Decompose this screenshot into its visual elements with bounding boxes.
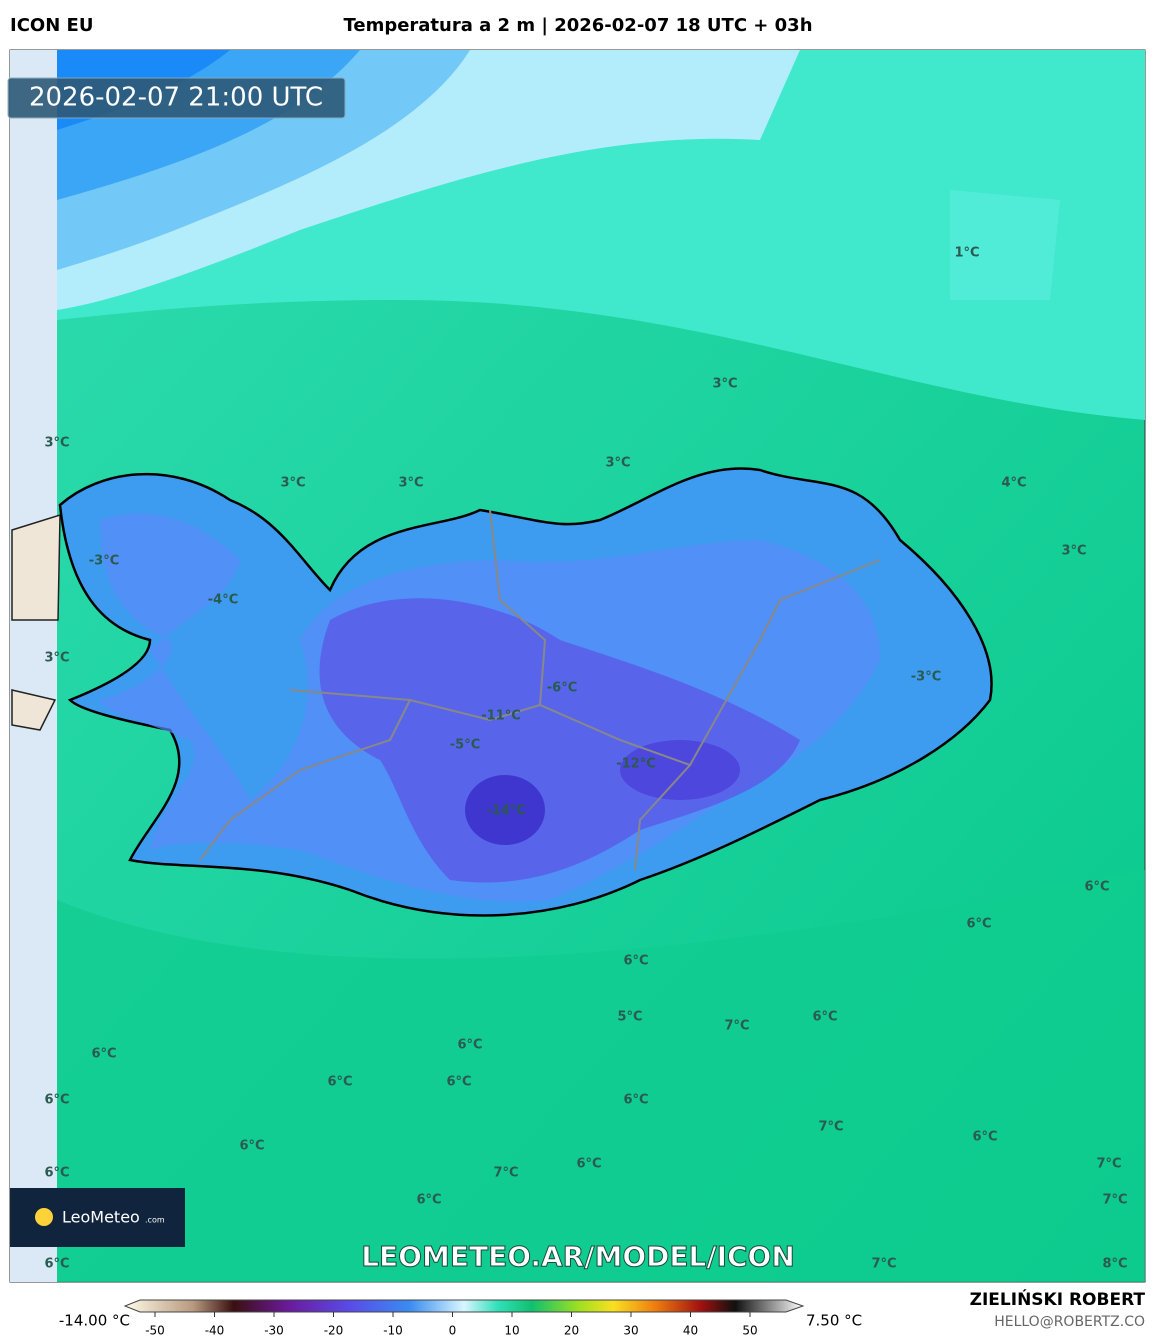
temperature-label: 6°C (44, 1166, 69, 1181)
colorbar-tick-label: -40 (205, 1324, 225, 1338)
colorbar-tick-label: 40 (683, 1324, 698, 1338)
temperature-label: 3°C (712, 377, 737, 392)
colorbar-tick-label: -30 (264, 1324, 284, 1338)
temperature-label: 3°C (280, 476, 305, 491)
temperature-label: 6°C (416, 1193, 441, 1208)
author: ZIELIŃSKI ROBERT (970, 1288, 1146, 1310)
temperature-label: -14°C (486, 804, 526, 819)
map-title: Temperatura a 2 m | 2026-02-07 18 UTC + … (343, 15, 812, 36)
temperature-label: 7°C (1096, 1157, 1121, 1172)
temperature-label: 3°C (1061, 544, 1086, 559)
temperature-label: 3°C (44, 436, 69, 451)
temperature-label: -5°C (450, 738, 480, 753)
logo-name: LeoMeteo (62, 1208, 140, 1227)
temperature-label: 6°C (44, 1257, 69, 1272)
colorbar-tick-label: -20 (324, 1324, 344, 1338)
temperature-label: 6°C (91, 1047, 116, 1062)
watermark: LEOMETEO.AR/MODEL/ICON (361, 1240, 795, 1273)
temperature-label: 6°C (966, 917, 991, 932)
colorbar-tick-label: 30 (623, 1324, 638, 1338)
model-name: ICON EU (10, 15, 93, 36)
temperature-label: 7°C (871, 1257, 896, 1272)
colorbar-tick-label: 10 (504, 1324, 519, 1338)
temperature-label: 3°C (605, 456, 630, 471)
contact: HELLO@ROBERTZ.CO (994, 1314, 1145, 1330)
temperature-label: 6°C (327, 1075, 352, 1090)
temperature-label: 6°C (1084, 880, 1109, 895)
colorbar-ticks: -50 -40 -30 -20 -10 0 10 20 30 40 50 (145, 1312, 758, 1338)
temperature-label: 6°C (44, 1093, 69, 1108)
temperature-label: 6°C (457, 1038, 482, 1053)
temperature-label: 8°C (1102, 1257, 1127, 1272)
time-box (7, 77, 346, 119)
temperature-label: 6°C (972, 1130, 997, 1145)
colorbar-tick-label: 0 (449, 1324, 457, 1338)
temperature-label: 3°C (44, 651, 69, 666)
temperature-label: 6°C (812, 1010, 837, 1025)
map (9, 49, 1146, 1283)
temperature-label: -11°C (481, 709, 521, 724)
temperature-label: -3°C (89, 554, 119, 569)
temperature-label: 7°C (724, 1019, 749, 1034)
temperature-label: 6°C (576, 1157, 601, 1172)
temperature-label: -12°C (616, 757, 656, 772)
temperature-label: 4°C (1001, 476, 1026, 491)
temperature-label: 7°C (818, 1120, 843, 1135)
colorbar-tick-label: -10 (383, 1324, 403, 1338)
temperature-label: 6°C (623, 1093, 648, 1108)
colorbar-tick-label: 50 (742, 1324, 757, 1338)
colorbar-min: -14.00 °C (59, 1312, 130, 1330)
temperature-label: 1°C (954, 246, 979, 261)
colorbar (123, 1299, 805, 1313)
map-labels: 1°C 3°C 3°C 3°C 3°C 3°C 4°C 3°C -3°C -4°C 3°C -3°C -… (44, 246, 1127, 1272)
colorbar-max: 7.50 °C (806, 1312, 862, 1330)
temperature-label: -4°C (208, 593, 238, 608)
colorbar-tick-label: -50 (145, 1324, 165, 1338)
temperature-label: 7°C (1102, 1193, 1127, 1208)
temperature-label: 3°C (398, 476, 423, 491)
temperature-label: -6°C (547, 681, 577, 696)
temperature-label: 6°C (623, 954, 648, 969)
temperature-label: 7°C (493, 1166, 518, 1181)
colorbar-tick-label: 20 (564, 1324, 579, 1338)
valid-time: 2026-02-07 21:00 UTC (29, 83, 323, 113)
temperature-label: 5°C (617, 1010, 642, 1025)
logo-suffix: .com (145, 1216, 165, 1225)
temperature-label: -3°C (911, 670, 941, 685)
logo-sun (35, 1208, 53, 1226)
temperature-label: 6°C (446, 1075, 471, 1090)
temperature-label: 6°C (239, 1139, 264, 1154)
